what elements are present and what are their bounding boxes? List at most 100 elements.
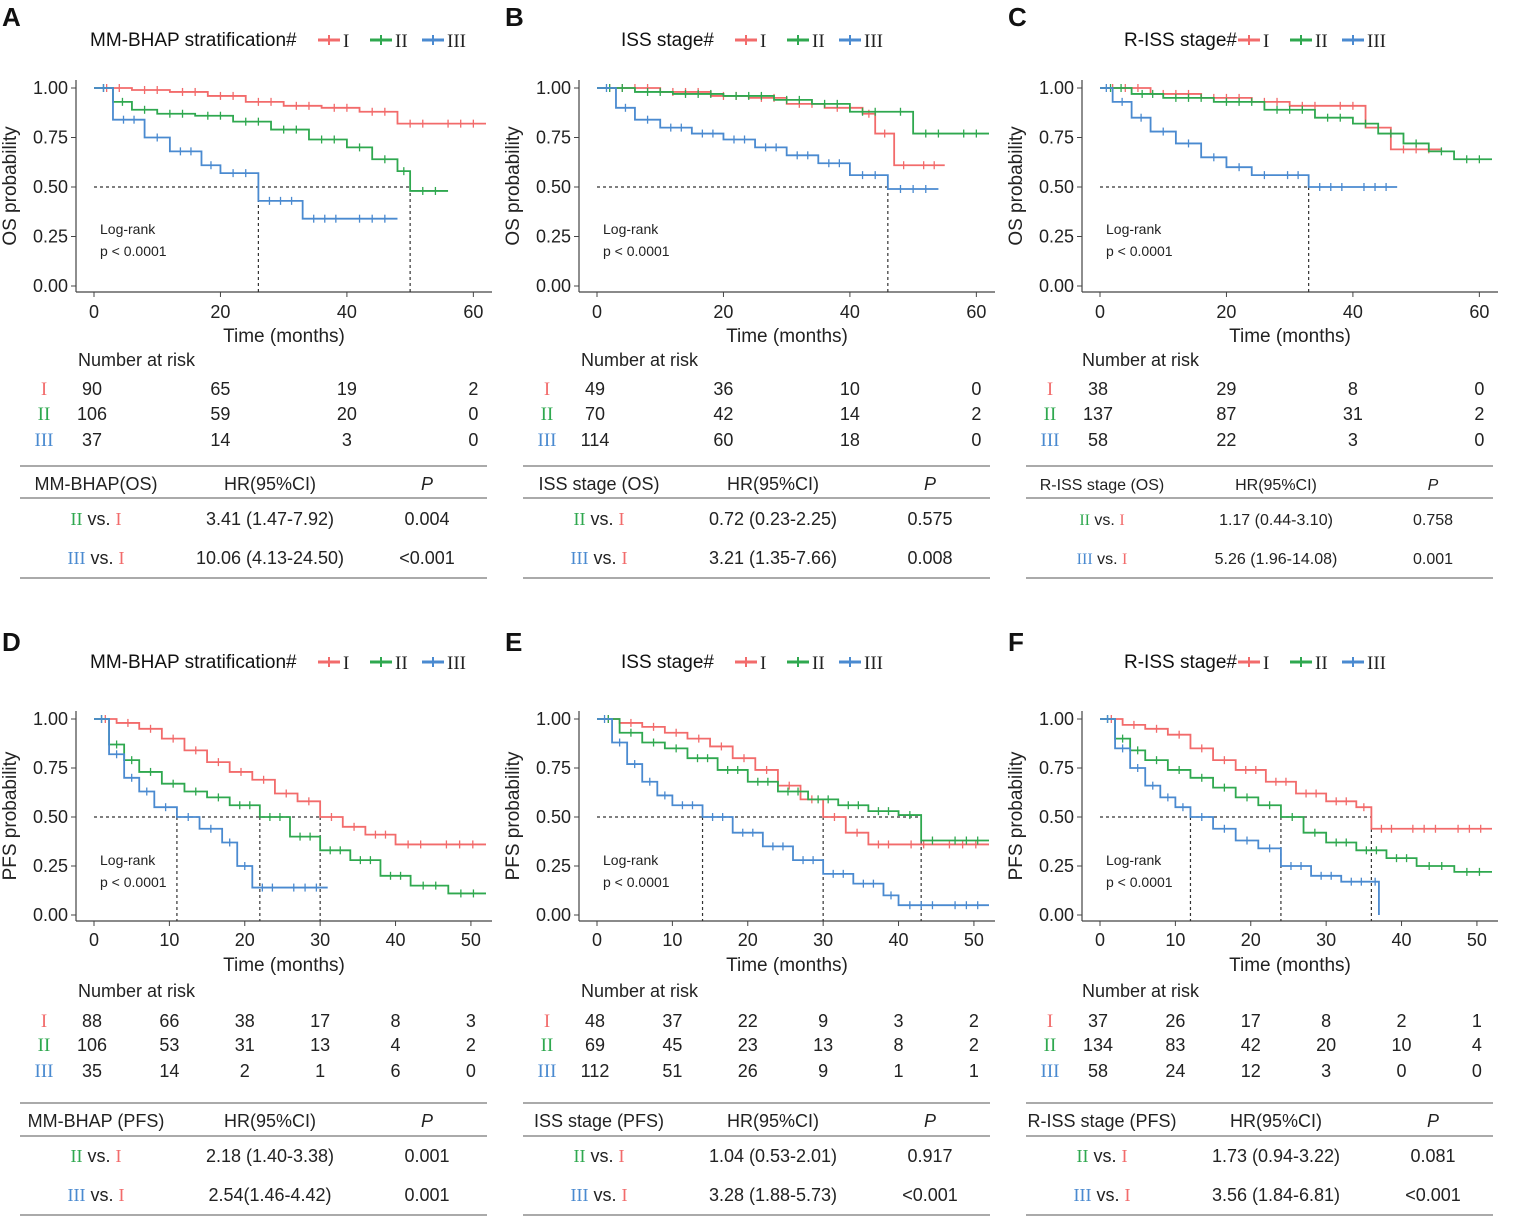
risk-cell: 9	[818, 1061, 828, 1081]
legend-item-III: III	[422, 31, 466, 52]
risk-cell: 19	[337, 379, 357, 399]
risk-cell: 45	[662, 1035, 682, 1055]
x-tick-label: 20	[235, 930, 255, 950]
risk-cell: 42	[1241, 1035, 1261, 1055]
km-series-II	[94, 715, 486, 898]
y-tick-label: 0.50	[536, 177, 571, 197]
y-tick-label: 0.25	[33, 856, 68, 876]
table-header-cell: HR(95%CI)	[224, 474, 316, 494]
x-tick-label: 40	[386, 930, 406, 950]
km-series-III	[597, 84, 939, 193]
y-tick-label: 1.00	[33, 709, 68, 729]
annotation-line-2: p < 0.0001	[100, 243, 167, 259]
table-p-cell: 0.917	[907, 1146, 952, 1166]
table-header-cell: P	[924, 1111, 936, 1131]
legend-item-II: II	[370, 653, 408, 674]
table-hr-cell: 10.06 (4.13-24.50)	[196, 548, 344, 568]
km-series-II	[1100, 715, 1492, 876]
risk-cell: 70	[585, 404, 605, 424]
risk-cell: 0	[1474, 430, 1484, 450]
x-tick-label: 0	[1095, 302, 1105, 322]
risk-cell: 3	[342, 430, 352, 450]
risk-title: Number at risk	[1082, 350, 1200, 370]
risk-cell: 35	[82, 1061, 102, 1081]
risk-title: Number at risk	[581, 350, 699, 370]
risk-cell: 38	[235, 1011, 255, 1031]
km-series-III	[94, 84, 398, 223]
risk-cell: 22	[1216, 430, 1236, 450]
risk-row-label: III	[35, 1061, 54, 1082]
risk-cell: 0	[1472, 1061, 1482, 1081]
risk-cell: 53	[159, 1035, 179, 1055]
legend-label-I: I	[760, 653, 766, 674]
risk-cell: 2	[468, 379, 478, 399]
table-hr-cell: 1.04 (0.53-2.01)	[709, 1146, 837, 1166]
y-tick-label: 1.00	[536, 78, 571, 98]
legend-item-I: I	[318, 31, 349, 52]
legend-item-I: I	[735, 653, 766, 674]
risk-cell: 90	[82, 379, 102, 399]
y-tick-label: 0.75	[33, 128, 68, 148]
table-header-cell: HR(95%CI)	[1230, 1111, 1322, 1131]
legend-label-II: II	[812, 31, 825, 52]
risk-cell: 1	[315, 1061, 325, 1081]
risk-cell: 3	[1321, 1061, 1331, 1081]
table-header-cell: P	[1427, 1111, 1439, 1131]
legend-item-II: II	[1290, 653, 1328, 674]
panel-label: F	[1008, 627, 1024, 657]
risk-cell: 20	[1316, 1035, 1336, 1055]
km-series-III	[1100, 84, 1398, 191]
risk-cell: 37	[662, 1011, 682, 1031]
risk-cell: 1	[894, 1061, 904, 1081]
chart-title: MM-BHAP stratification#	[90, 652, 297, 673]
hr-table: R-ISS stage (PFS) HR(95%CI) P II vs. I 1.73 …	[1026, 1102, 1493, 1216]
x-tick-label: 20	[713, 302, 733, 322]
table-group-label: II	[573, 509, 585, 529]
risk-cell: 14	[159, 1061, 179, 1081]
km-curve-III	[94, 718, 328, 889]
table-header-cell: HR(95%CI)	[727, 474, 819, 494]
annotation-line-1: Log-rank	[603, 221, 659, 237]
risk-cell: 134	[1083, 1035, 1113, 1055]
km-curve-II	[597, 718, 989, 842]
table-comparison-cell: III vs. I	[68, 548, 125, 568]
table-p-cell: 0.001	[1413, 551, 1453, 568]
km-curve-II	[597, 87, 989, 135]
risk-cell: 112	[581, 1061, 610, 1081]
table-p-cell: 0.001	[404, 1146, 449, 1166]
table-hr-cell: 1.73 (0.94-3.22)	[1212, 1146, 1340, 1166]
risk-cell: 87	[1216, 404, 1236, 424]
table-comparison-cell: II vs. I	[1076, 1146, 1127, 1166]
risk-cell: 3	[466, 1011, 476, 1031]
risk-cell: 17	[310, 1011, 330, 1031]
risk-cell: 0	[1474, 379, 1484, 399]
y-axis-label: PFS probability	[0, 751, 21, 880]
risk-cell: 58	[1088, 1061, 1108, 1081]
legend-label-II: II	[395, 653, 408, 674]
panel-label: E	[505, 627, 522, 657]
x-axis-label: Time (months)	[1229, 955, 1351, 976]
x-tick-label: 50	[1467, 930, 1487, 950]
table-hr-cell: 1.17 (0.44-3.10)	[1219, 512, 1333, 529]
risk-cell: 2	[1474, 404, 1484, 424]
risk-cell: 60	[713, 430, 733, 450]
legend-item-II: II	[370, 31, 408, 52]
risk-cell: 49	[585, 379, 605, 399]
risk-row-label: II	[1044, 1035, 1057, 1056]
risk-cell: 2	[1397, 1011, 1407, 1031]
panel-F: FR-ISS stage# I II III0.000.250.500.751.000…	[1006, 627, 1498, 1216]
y-tick-label: 0.25	[536, 856, 571, 876]
chart-title: R-ISS stage#	[1124, 30, 1237, 51]
y-tick-label: 0.00	[536, 276, 571, 296]
table-group-label: III	[571, 548, 589, 568]
risk-row-label: I	[544, 1011, 550, 1032]
km-curve-II	[94, 718, 486, 895]
x-tick-label: 40	[1343, 302, 1363, 322]
table-comparison-cell: II vs. I	[573, 509, 624, 529]
table-ref-label: I	[1125, 1185, 1131, 1205]
risk-cell: 66	[159, 1011, 179, 1031]
x-tick-label: 0	[1095, 930, 1105, 950]
risk-cell: 0	[466, 1061, 476, 1081]
panel-label: B	[505, 2, 524, 32]
